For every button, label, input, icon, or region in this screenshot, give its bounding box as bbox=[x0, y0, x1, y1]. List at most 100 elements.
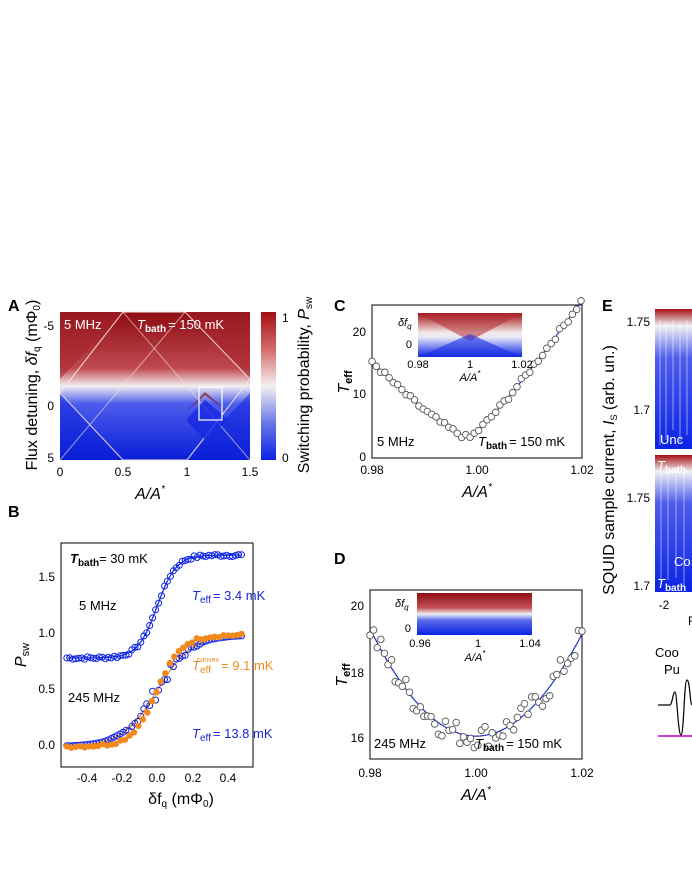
panel-a-ytick-0: -5 bbox=[43, 319, 54, 333]
panel-d-inset-xlabel: A/A* bbox=[464, 649, 487, 664]
panel-b-point-convex bbox=[175, 648, 182, 655]
panel-b-point-0 bbox=[158, 592, 165, 600]
panel-a-xtick-1: 0.5 bbox=[115, 465, 132, 479]
panel-c-inset-xlabel: A/A* bbox=[459, 369, 482, 384]
panel-a-letter: A bbox=[8, 298, 20, 315]
panel-b-teff-top: Teff = 3.4 mK bbox=[192, 588, 266, 606]
panel-d-point bbox=[499, 732, 507, 740]
panel-c-inset-xtick-1: 1 bbox=[467, 359, 473, 371]
panel-d-point bbox=[380, 649, 389, 658]
panel-d-xtick-2: 1.02 bbox=[570, 766, 594, 780]
panel-d-point bbox=[373, 643, 381, 652]
panel-a-xtick-2: 1 bbox=[184, 465, 191, 479]
panel-b: B Tbath= 30 mK 5 MHz 245 MHz Teff = 3.4 m… bbox=[8, 504, 274, 810]
panel-c-tbath: Tbath = 150 mK bbox=[478, 434, 565, 452]
panel-b-tbath: Tbath= 30 mK bbox=[70, 551, 148, 569]
panel-d-point bbox=[416, 703, 425, 711]
panel-b-xtick-4: 0.4 bbox=[220, 771, 237, 785]
panel-d-point bbox=[571, 652, 579, 660]
panel-d-letter: D bbox=[334, 551, 346, 568]
panel-b-ytick-2: 0.5 bbox=[38, 682, 55, 696]
panel-c-xtick-0: 0.98 bbox=[360, 463, 384, 477]
panel-c-freq: 5 MHz bbox=[377, 434, 415, 449]
panel-c-ytick-1: 10 bbox=[353, 387, 367, 401]
panel-d-tbath: Tbath = 150 mK bbox=[475, 736, 562, 754]
panel-e-ytick-bottom-1: 1.7 bbox=[633, 579, 650, 593]
panel-d-point bbox=[484, 742, 493, 751]
panel-b-xtick-0: -0.4 bbox=[77, 771, 98, 785]
panel-c-ytick-2: 0 bbox=[359, 450, 366, 464]
panel-b-point-convex bbox=[171, 653, 178, 660]
panel-d-point bbox=[438, 732, 446, 740]
panel-c-inset-bottom-wedge bbox=[418, 334, 522, 357]
panel-e-pulse-label-2: Pu bbox=[664, 662, 680, 677]
panel-d-point bbox=[524, 710, 532, 719]
panel-c-point bbox=[393, 380, 402, 389]
panel-c-inset-ylabel: δfq bbox=[398, 317, 412, 331]
panel-e-tbath-bottom: Tbath bbox=[657, 576, 686, 594]
panel-c-plot-area bbox=[368, 297, 585, 442]
panel-b-xtick-1: -0.2 bbox=[112, 771, 133, 785]
panel-e-tbath-top: Tbath bbox=[657, 458, 686, 476]
panel-c-point bbox=[487, 412, 496, 421]
panel-c-point bbox=[526, 368, 534, 377]
panel-c-point bbox=[398, 385, 406, 394]
panel-b-point-0 bbox=[166, 572, 174, 580]
panel-a-freq: 5 MHz bbox=[64, 317, 102, 332]
panel-a-top-left-region bbox=[60, 312, 123, 379]
panel-a-ylabel: Flux detuning, δfq (mΦ0) bbox=[24, 300, 43, 471]
panel-c-point bbox=[543, 344, 551, 352]
panel-b-point-convex bbox=[162, 670, 169, 677]
panel-e-ytick-top-1: 1.7 bbox=[633, 403, 650, 417]
panel-d-ytick-2: 16 bbox=[351, 731, 365, 745]
panel-d-point bbox=[488, 729, 496, 737]
panel-b-point-convex bbox=[180, 644, 187, 651]
panel-e-pulse-label-1: Coo bbox=[655, 645, 679, 660]
panel-d-inset-ytick: 0 bbox=[405, 623, 411, 635]
panel-c-letter: C bbox=[334, 298, 346, 315]
panel-b-point-convex bbox=[144, 709, 151, 716]
panel-b-label-5mhz: 5 MHz bbox=[79, 598, 117, 613]
panel-b-point-0 bbox=[122, 651, 130, 659]
panel-b-point-0 bbox=[184, 555, 192, 563]
panel-c-point bbox=[577, 297, 585, 305]
panel-b-point-0 bbox=[238, 551, 245, 559]
panel-e-streaks bbox=[659, 320, 688, 586]
panel-d-point bbox=[553, 670, 561, 679]
panel-b-point-0 bbox=[149, 614, 157, 622]
panel-a-center-red bbox=[186, 392, 228, 412]
panel-b-point-1 bbox=[178, 652, 186, 660]
panel-c-point bbox=[513, 383, 521, 391]
panel-e-ytick-top-0: 1.75 bbox=[627, 315, 651, 329]
panel-a-cbar-tick-low: 0 bbox=[282, 451, 289, 465]
panel-b-label-245mhz: 245 MHz bbox=[68, 690, 120, 705]
panel-b-point-convex bbox=[166, 659, 173, 667]
panel-d-point bbox=[556, 656, 565, 664]
panel-d-point bbox=[402, 675, 410, 684]
panel-d-point bbox=[474, 741, 482, 750]
panel-d-point bbox=[531, 692, 540, 701]
panel-c-point bbox=[551, 335, 560, 344]
panel-a-cbar-label: Switching probability, Psw bbox=[296, 296, 315, 473]
panel-b-point-0 bbox=[235, 551, 242, 559]
panel-b-point-convex bbox=[139, 716, 147, 723]
panel-d-point bbox=[456, 739, 464, 748]
panel-b-point-0 bbox=[137, 638, 145, 646]
panel-b-point-convex bbox=[189, 639, 196, 646]
panel-b-point-1 bbox=[181, 651, 189, 659]
panel-c-point bbox=[432, 413, 440, 421]
panel-b-ytick-1: 1.0 bbox=[38, 626, 55, 640]
panel-b-plot-area bbox=[63, 551, 245, 751]
panel-a-cbar-tick-high: 1 bbox=[282, 311, 289, 325]
panel-b-point-convex bbox=[126, 732, 133, 739]
panel-c-xlabel: A/A* bbox=[461, 482, 493, 501]
panel-c-point bbox=[564, 318, 572, 326]
panel-b-point-convex bbox=[130, 729, 138, 736]
panel-c-xtick-1: 1.00 bbox=[465, 463, 489, 477]
panel-b-point-convex bbox=[224, 632, 232, 639]
panel-b-point-convex bbox=[112, 740, 120, 748]
panel-d-ytick-0: 20 bbox=[351, 599, 365, 613]
panel-e-pulse-waveform bbox=[658, 679, 692, 736]
panel-a-tbath: Tbath = 150 mK bbox=[137, 317, 224, 335]
panel-d-point bbox=[427, 712, 435, 721]
